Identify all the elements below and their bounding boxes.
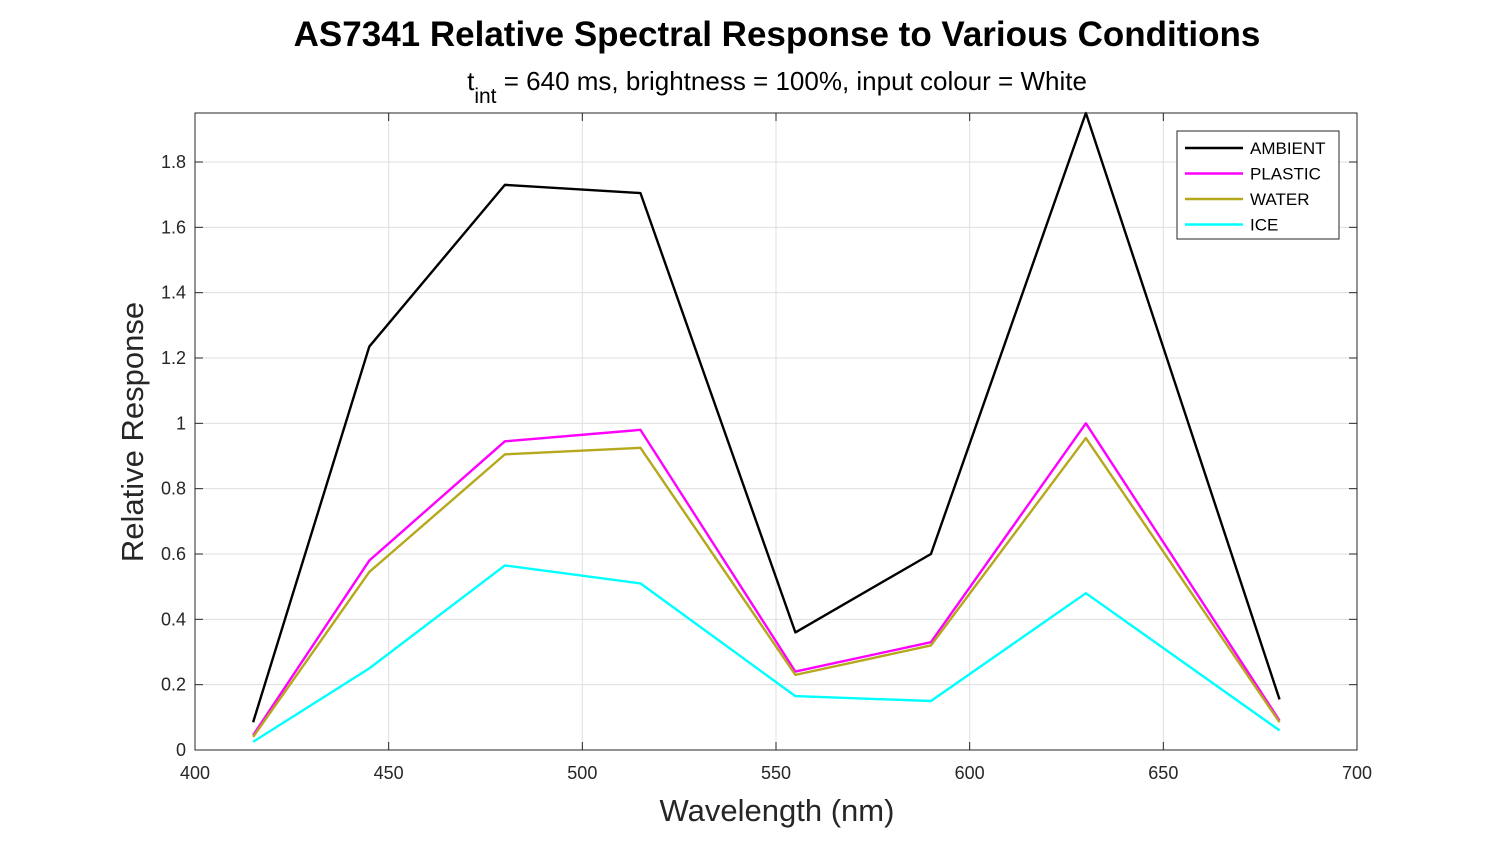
y-tick-label: 0.4 <box>161 609 186 629</box>
series-line-water <box>252 436 1281 738</box>
chart-title: AS7341 Relative Spectral Response to Var… <box>294 15 1261 54</box>
x-axis-label: Wavelength (nm) <box>660 793 895 828</box>
legend-entry-label: PLASTIC <box>1250 165 1321 184</box>
y-tick-label: 0 <box>176 740 186 760</box>
chart-subtitle: tint = 640 ms, brightness = 100%, input … <box>467 66 1087 108</box>
series-line-ice <box>252 564 1281 743</box>
legend-box <box>1176 130 1340 240</box>
x-tick-label: 700 <box>1342 763 1372 783</box>
legend-entry-label: WATER <box>1250 190 1310 209</box>
x-tick-label: 650 <box>1148 763 1178 783</box>
x-tick-label: 400 <box>180 763 210 783</box>
legend-entry-label: AMBIENT <box>1250 139 1326 158</box>
series-layer <box>251 111 1281 743</box>
x-tick-label: 500 <box>567 763 597 783</box>
grid-layer <box>194 113 1358 751</box>
y-tick-label: 0.6 <box>161 544 186 564</box>
y-tick-label: 1.6 <box>161 217 186 237</box>
y-tick-label: 1.2 <box>161 348 186 368</box>
subtitle-t: t <box>467 66 475 96</box>
y-tick-label: 1.8 <box>161 152 186 172</box>
legend: AMBIENT PLASTIC WATER ICE <box>1176 130 1340 240</box>
y-tick-label: 0.2 <box>161 675 186 695</box>
tick-layer: 400 450 500 550 600 650 700 0 0.2 0.4 0.6 0.8 1 1.2 1.… <box>161 113 1372 783</box>
x-tick-label: 450 <box>374 763 404 783</box>
y-axis-label: Relative Response <box>115 302 150 562</box>
series-line-plastic <box>252 422 1281 736</box>
y-tick-label: 0.8 <box>161 479 186 499</box>
x-tick-label: 550 <box>761 763 791 783</box>
y-tick-label: 1 <box>176 413 186 433</box>
subtitle-rest: = 640 ms, brightness = 100%, input colou… <box>497 66 1087 96</box>
y-tick-label: 1.4 <box>161 283 186 303</box>
series-line-ambient <box>251 111 1281 723</box>
x-tick-label: 600 <box>955 763 985 783</box>
legend-entry-label: ICE <box>1250 216 1278 235</box>
subtitle-subscript: int <box>474 85 496 108</box>
